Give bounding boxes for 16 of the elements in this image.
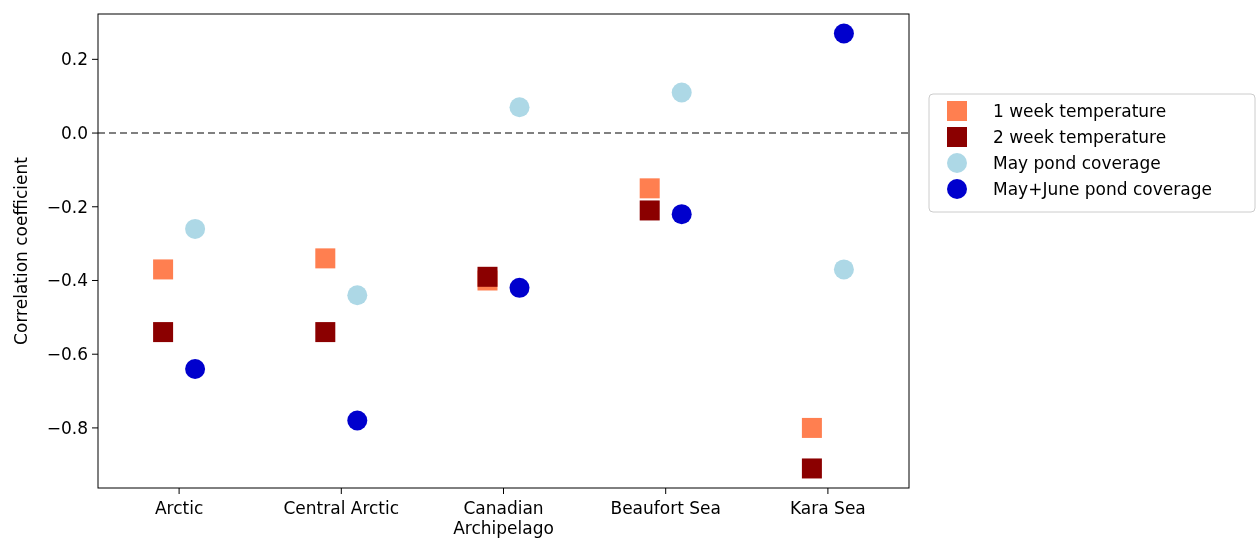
legend-label: May+June pond coverage bbox=[993, 178, 1212, 199]
legend-label: May pond coverage bbox=[993, 152, 1161, 173]
y-tick-label: −0.2 bbox=[46, 196, 88, 217]
x-tick-label: Arctic bbox=[154, 498, 204, 518]
x-tick-label: Canadian Archipelago bbox=[453, 498, 554, 539]
y-axis-title: Correlation coefficient bbox=[11, 156, 31, 345]
y-tick-label: −0.4 bbox=[46, 270, 88, 291]
y-tick-label: 0.2 bbox=[60, 49, 88, 70]
y-tick-label: 0.0 bbox=[60, 123, 88, 143]
y-tick-label: −0.8 bbox=[46, 417, 88, 438]
y-tick-label: −0.6 bbox=[46, 344, 88, 365]
legend-label: 2 week temperature bbox=[993, 126, 1167, 147]
legend-label: 1 week temperature bbox=[993, 100, 1167, 121]
x-tick-label: Beaufort Sea bbox=[610, 498, 721, 518]
x-tick-label: Kara Sea bbox=[790, 498, 866, 518]
x-tick-label: Central Arctic bbox=[283, 498, 400, 518]
